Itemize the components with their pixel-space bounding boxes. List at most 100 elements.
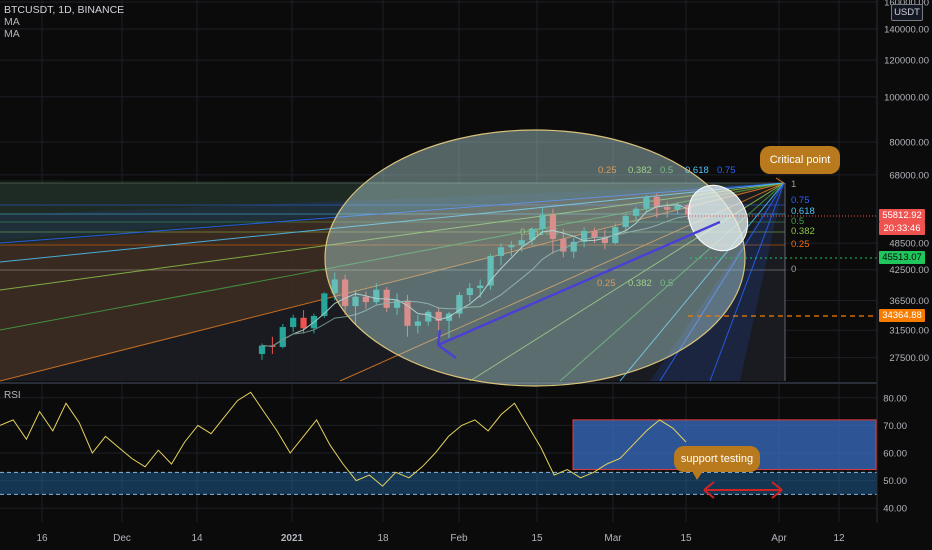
level-price-tag: 34364.88 [879,309,925,322]
legend-ma2[interactable]: MA [4,28,20,40]
rsi-double-arrow [703,481,783,499]
candle-body-20 [466,288,473,296]
time-tick-9: Apr [771,533,787,544]
fan-ray-4 [0,182,785,263]
time-tick-3: 2021 [281,533,304,544]
rsi-tick-0: 80.00 [883,393,907,404]
candle-body-35 [622,215,629,228]
fib-label-low-1: 0.382 [628,278,652,289]
currency-badge[interactable]: USDT [891,4,923,21]
rsi-tick-3: 50.00 [883,476,907,487]
candle-body-4 [300,317,307,329]
candle-body-8 [342,279,349,307]
drawing-overlays[interactable] [436,177,877,359]
rsi-legend[interactable]: RSI [4,390,21,401]
fib-label-low-2: 0.5 [660,278,673,289]
fib-label-right-2: 0.618 [791,206,815,217]
legend-symbol[interactable]: BTCUSDT, 1D, BINANCE [4,4,125,16]
candle-body-40 [674,205,681,210]
candle-body-21 [477,285,484,289]
candle-body-25 [518,240,525,246]
candle-body-3 [290,317,297,328]
candle-body-11 [373,289,380,303]
candle-body-39 [664,206,671,210]
candle-body-13 [393,300,401,308]
fib-label-right-5: 0.25 [791,239,810,250]
price-tick-10: 27500.00 [889,353,929,364]
highlight-ellipse-shape [324,129,746,387]
rsi-band [0,472,877,495]
price-tick-9: 31500.00 [889,326,929,337]
time-tick-5: Feb [450,533,468,544]
critical-zone-ellipse [687,184,749,252]
fib-label-right-6: 0 [791,264,796,275]
ma-line-fast [261,204,689,347]
candle-body-27 [539,214,546,230]
candle-body-10 [362,296,370,303]
candle-body-7 [331,279,338,294]
candle-body-16 [425,311,432,322]
candle-body-15 [414,321,421,326]
moving-average-lines [261,204,689,347]
critical-point-bubble[interactable]: Critical point [760,146,840,174]
time-tick-10: 12 [833,533,845,544]
countdown-tag: 20:33:46 [879,222,925,235]
fib-label-top-2: 0.5 [660,165,673,176]
fan-ray-10 [709,182,785,382]
candle-body-33 [601,237,608,244]
time-tick-6: 15 [531,533,543,544]
candle-body-0 [258,345,266,355]
time-tick-8: 15 [680,533,692,544]
time-tick-1: Dec [113,533,131,544]
candle-body-22 [487,255,494,286]
support-price-tag: 45513.07 [879,251,925,264]
rsi-line [0,391,687,487]
support-bubble-pointer [692,471,703,480]
candle-body-23 [497,247,505,256]
candle-body-32 [591,230,598,238]
candlestick-series [258,193,692,360]
candle-body-31 [580,230,588,242]
candle-body-14 [404,300,411,326]
candle-body-9 [352,296,359,307]
price-tick-5: 68000.00 [889,170,929,181]
candle-body-6 [321,293,328,317]
candle-body-36 [632,208,640,216]
time-tick-2: 14 [191,533,203,544]
support-testing-bubble[interactable]: support testing [674,446,760,472]
candle-body-29 [560,238,567,252]
rsi-tick-2: 60.00 [883,449,907,460]
fan-zone-lower-blue [650,183,784,381]
time-tick-0: 16 [36,533,48,544]
price-tick-7: 42500.00 [889,265,929,276]
time-tick-7: Mar [604,533,622,544]
highlight-ellipse[interactable] [324,129,759,387]
chart-legend: BTCUSDT, 1D, BINANCE MA MA [4,4,124,40]
fib-label-low-0: 0.25 [597,278,616,289]
fib-label-right-3: 0.5 [791,216,804,227]
fib-label-right-4: 0.382 [791,226,815,237]
price-tick-2: 120000.00 [884,56,929,67]
candle-body-38 [653,196,660,207]
price-tick-8: 36500.00 [889,296,929,307]
ma-line-slow [261,215,689,347]
last-price-tag: 55812.92 [879,209,925,222]
time-tick-4: 18 [377,533,389,544]
candle-body-24 [508,245,515,248]
price-tick-3: 100000.00 [884,92,929,103]
legend-ma1[interactable]: MA [4,16,20,28]
fan-zone-blue [0,183,784,240]
candle-body-17 [435,311,442,321]
price-tick-6: 48500.00 [889,239,929,250]
candle-body-30 [570,241,577,252]
fan-ray-3 [0,182,785,291]
candle-body-28 [549,214,557,239]
fan-ray-9 [659,182,785,382]
critical-pointer [775,177,785,184]
fan-ray-0 [0,182,785,244]
price-tick-1: 140000.00 [884,24,929,35]
rsi-tick-4: 40.00 [883,504,907,515]
candle-body-37 [643,196,650,209]
